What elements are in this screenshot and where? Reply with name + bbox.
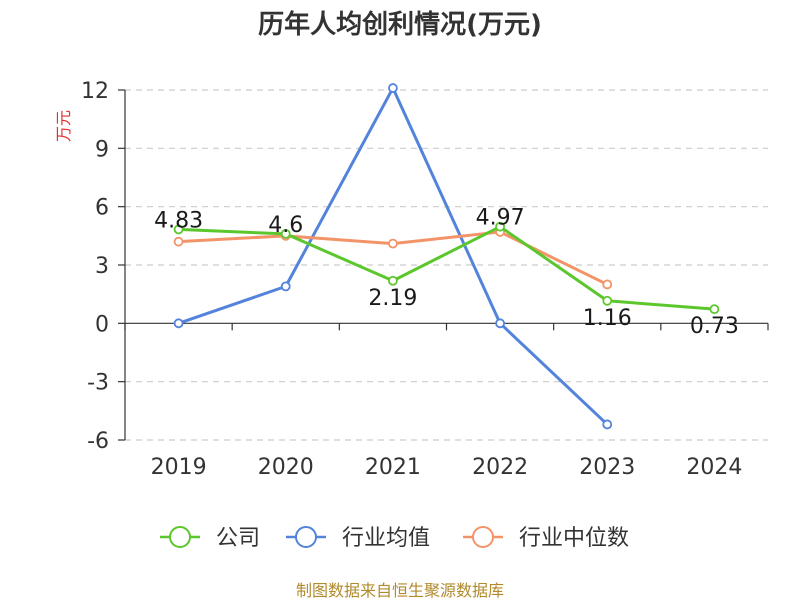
legend-marker (472, 526, 494, 548)
y-tick-label: 6 (95, 196, 109, 221)
data-point (388, 275, 398, 286)
data-point (495, 221, 505, 232)
x-tick-label: 2022 (472, 455, 528, 480)
source-footer: 制图数据来自恒生聚源数据库 (295, 581, 504, 600)
y-tick-label: -6 (87, 429, 109, 454)
x-tick-label: 2021 (365, 455, 421, 480)
data-label: 1.16 (583, 306, 632, 331)
y-tick-label: 3 (95, 254, 109, 279)
chart-title: 历年人均创利情况(万元) (258, 10, 542, 40)
x-tick-label: 2020 (258, 455, 314, 480)
data-label: 4.97 (476, 206, 525, 231)
data-point (173, 224, 184, 235)
y-tick-label: 9 (95, 137, 109, 162)
data-label: 4.83 (154, 208, 203, 233)
data-label: 0.73 (690, 314, 739, 339)
y-tick-label: 12 (81, 79, 109, 104)
axes: -6 -3 0 3 6 9 12 2019 2020 2021 2022 2023 2024 (81, 79, 769, 480)
legend-label: 行业均值 (342, 526, 430, 551)
data-point (173, 236, 184, 247)
legend-item: 公司 (160, 526, 260, 551)
legend-label: 行业中位数 (519, 526, 629, 551)
x-tick-label: 2019 (151, 455, 207, 480)
y-tick-label: -3 (87, 371, 109, 396)
data-point (495, 318, 505, 329)
series-group (173, 83, 720, 430)
data-point (388, 238, 398, 249)
y-axis-label: 万元 (54, 110, 73, 142)
data-label: 4.6 (268, 213, 303, 238)
legend-marker (295, 526, 317, 548)
data-point (280, 281, 291, 292)
data-point (388, 83, 398, 93)
data-point (602, 279, 613, 290)
data-point (173, 318, 184, 329)
x-tick-label: 2024 (686, 455, 742, 480)
legend-item: 行业均值 (286, 526, 430, 551)
x-tick-label: 2023 (579, 455, 635, 480)
grid-lines (125, 89, 768, 441)
data-labels: 4.83 4.6 2.19 4.97 1.16 0.73 (154, 206, 739, 339)
legend-marker (169, 526, 191, 548)
y-tick-label: 0 (95, 312, 109, 337)
series-line (178, 225, 715, 311)
data-point (280, 228, 291, 239)
legend-label: 公司 (216, 526, 260, 551)
data-point (709, 304, 720, 315)
data-point (602, 419, 613, 430)
legend-item: 行业中位数 (463, 526, 629, 551)
data-label: 2.19 (368, 286, 417, 311)
data-point (602, 295, 613, 306)
legend: 公司 行业均值 行业中位数 (160, 526, 629, 551)
